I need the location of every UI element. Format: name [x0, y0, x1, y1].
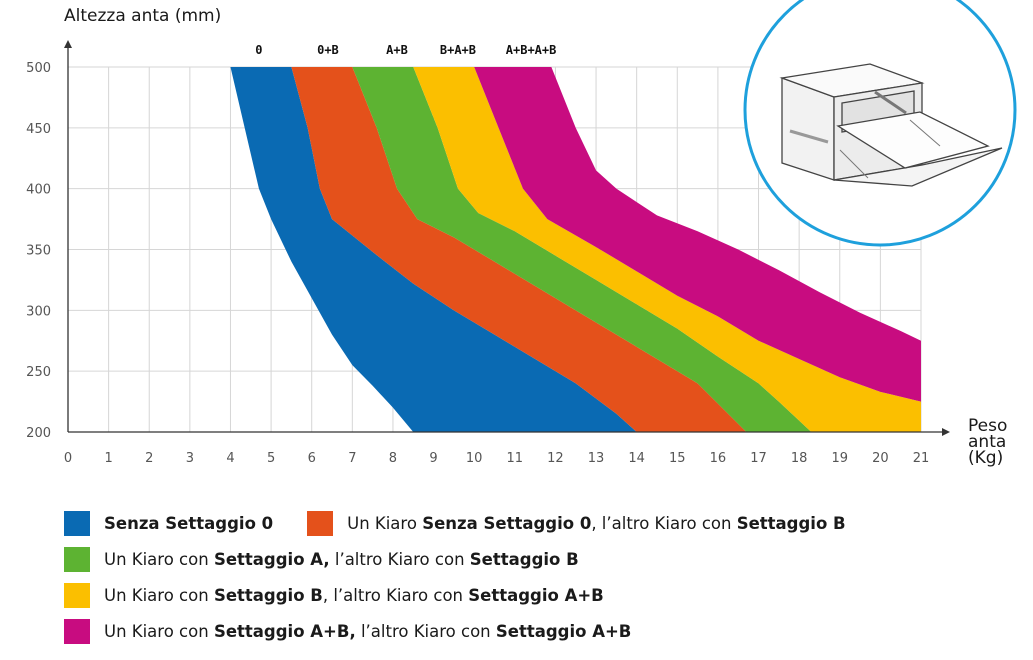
x-tick-label-2: 2 [145, 451, 153, 466]
y-tick-label-0: 200 [26, 426, 51, 441]
legend-item: Un Kiaro Senza Settaggio 0, l’altro Kiar… [307, 510, 846, 536]
x-tick-label-13: 13 [588, 451, 605, 466]
legend-swatch [64, 582, 90, 608]
x-tick-label-21: 21 [913, 451, 930, 466]
x-tick-label-5: 5 [267, 451, 275, 466]
x-tick-label-7: 7 [348, 451, 356, 466]
x-axis-title: Peso anta (Kg) [968, 416, 1008, 468]
legend-label: Un Kiaro con Settaggio B, l’altro Kiaro … [104, 585, 604, 605]
x-tick-label-3: 3 [186, 451, 194, 466]
legend-label: Un Kiaro Senza Settaggio 0, l’altro Kiar… [347, 513, 846, 533]
x-tick-label-14: 14 [628, 451, 645, 466]
legend: Senza Settaggio 0 Un Kiaro Senza Settaggi… [64, 505, 1024, 649]
legend-swatch [64, 546, 90, 572]
x-tick-label-19: 19 [831, 451, 848, 466]
y-axis-title: Altezza anta (mm) [64, 6, 222, 26]
x-axis-title-line-3: (Kg) [968, 448, 1004, 468]
x-tick-label-10: 10 [466, 451, 483, 466]
y-tick-label-6: 500 [26, 61, 51, 76]
top-label-3: B+A+B [440, 43, 476, 57]
x-axis-arrow [942, 428, 950, 436]
band-1 [230, 67, 637, 432]
y-tick-label-1: 250 [26, 365, 51, 380]
legend-row-4: Un Kiaro con Settaggio A+B, l’altro Kiar… [64, 613, 1024, 649]
band-2 [291, 67, 747, 432]
x-axis-title-line-2: anta [968, 432, 1007, 452]
x-tick-label-9: 9 [429, 451, 437, 466]
legend-item: Senza Settaggio 0 [64, 510, 274, 536]
legend-item: Un Kiaro con Settaggio B, l’altro Kiaro … [64, 582, 604, 608]
x-tick-label-18: 18 [791, 451, 808, 466]
legend-row-2: Un Kiaro con Settaggio A, l’altro Kiaro … [64, 541, 1024, 577]
tick-labels: 0 1 2 3 4 5 6 7 8 9 10 11 12 13 14 15 16 17 18 19 20 21200250… [26, 61, 929, 466]
x-tick-label-17: 17 [750, 451, 767, 466]
legend-label: Un Kiaro con Settaggio A, l’altro Kiaro … [104, 549, 579, 569]
legend-row-1: Senza Settaggio 0 Un Kiaro Senza Settaggi… [64, 505, 1024, 541]
axes [64, 40, 950, 436]
band-4 [413, 67, 921, 432]
legend-row-3: Un Kiaro con Settaggio B, l’altro Kiaro … [64, 577, 1024, 613]
bands [230, 67, 921, 432]
x-tick-label-11: 11 [507, 451, 524, 466]
x-tick-label-1: 1 [104, 451, 112, 466]
x-tick-label-20: 20 [872, 451, 889, 466]
band-3 [352, 67, 812, 432]
top-labels: 0 0+B A+B B+A+B A+B+A+B [255, 43, 556, 57]
legend-swatch [64, 510, 90, 536]
x-axis-title-line-1: Peso [968, 416, 1008, 436]
legend-label: Un Kiaro con Settaggio A+B, l’altro Kiar… [104, 621, 632, 641]
x-tick-label-8: 8 [389, 451, 397, 466]
cabinet-icon [779, 63, 1003, 187]
legend-item: Un Kiaro con Settaggio A+B, l’altro Kiar… [64, 618, 632, 644]
legend-item: Un Kiaro con Settaggio A, l’altro Kiaro … [64, 546, 579, 572]
weight-height-chart: 0 1 2 3 4 5 6 7 8 9 10 11 12 13 14 15 16 17 18 19 20 21200250… [26, 0, 1017, 466]
y-tick-label-4: 400 [26, 183, 51, 198]
x-tick-label-16: 16 [710, 451, 727, 466]
y-axis-arrow [64, 40, 72, 48]
y-tick-label-3: 350 [26, 244, 51, 259]
band-5 [474, 67, 921, 402]
top-label-4: A+B+A+B [506, 43, 557, 57]
cabinet-illustration [743, 0, 1017, 247]
top-label-2: A+B [386, 43, 408, 57]
y-tick-label-2: 300 [26, 304, 51, 319]
x-tick-label-0: 0 [64, 451, 72, 466]
legend-swatch [307, 510, 334, 536]
top-label-0: 0 [255, 43, 262, 57]
legend-swatch [64, 618, 90, 644]
legend-label: Senza Settaggio 0 [104, 513, 274, 533]
x-tick-label-12: 12 [547, 451, 564, 466]
top-label-1: 0+B [317, 43, 339, 57]
y-tick-label-5: 450 [26, 122, 51, 137]
x-tick-label-4: 4 [226, 451, 234, 466]
x-tick-label-6: 6 [308, 451, 316, 466]
x-tick-label-15: 15 [669, 451, 686, 466]
